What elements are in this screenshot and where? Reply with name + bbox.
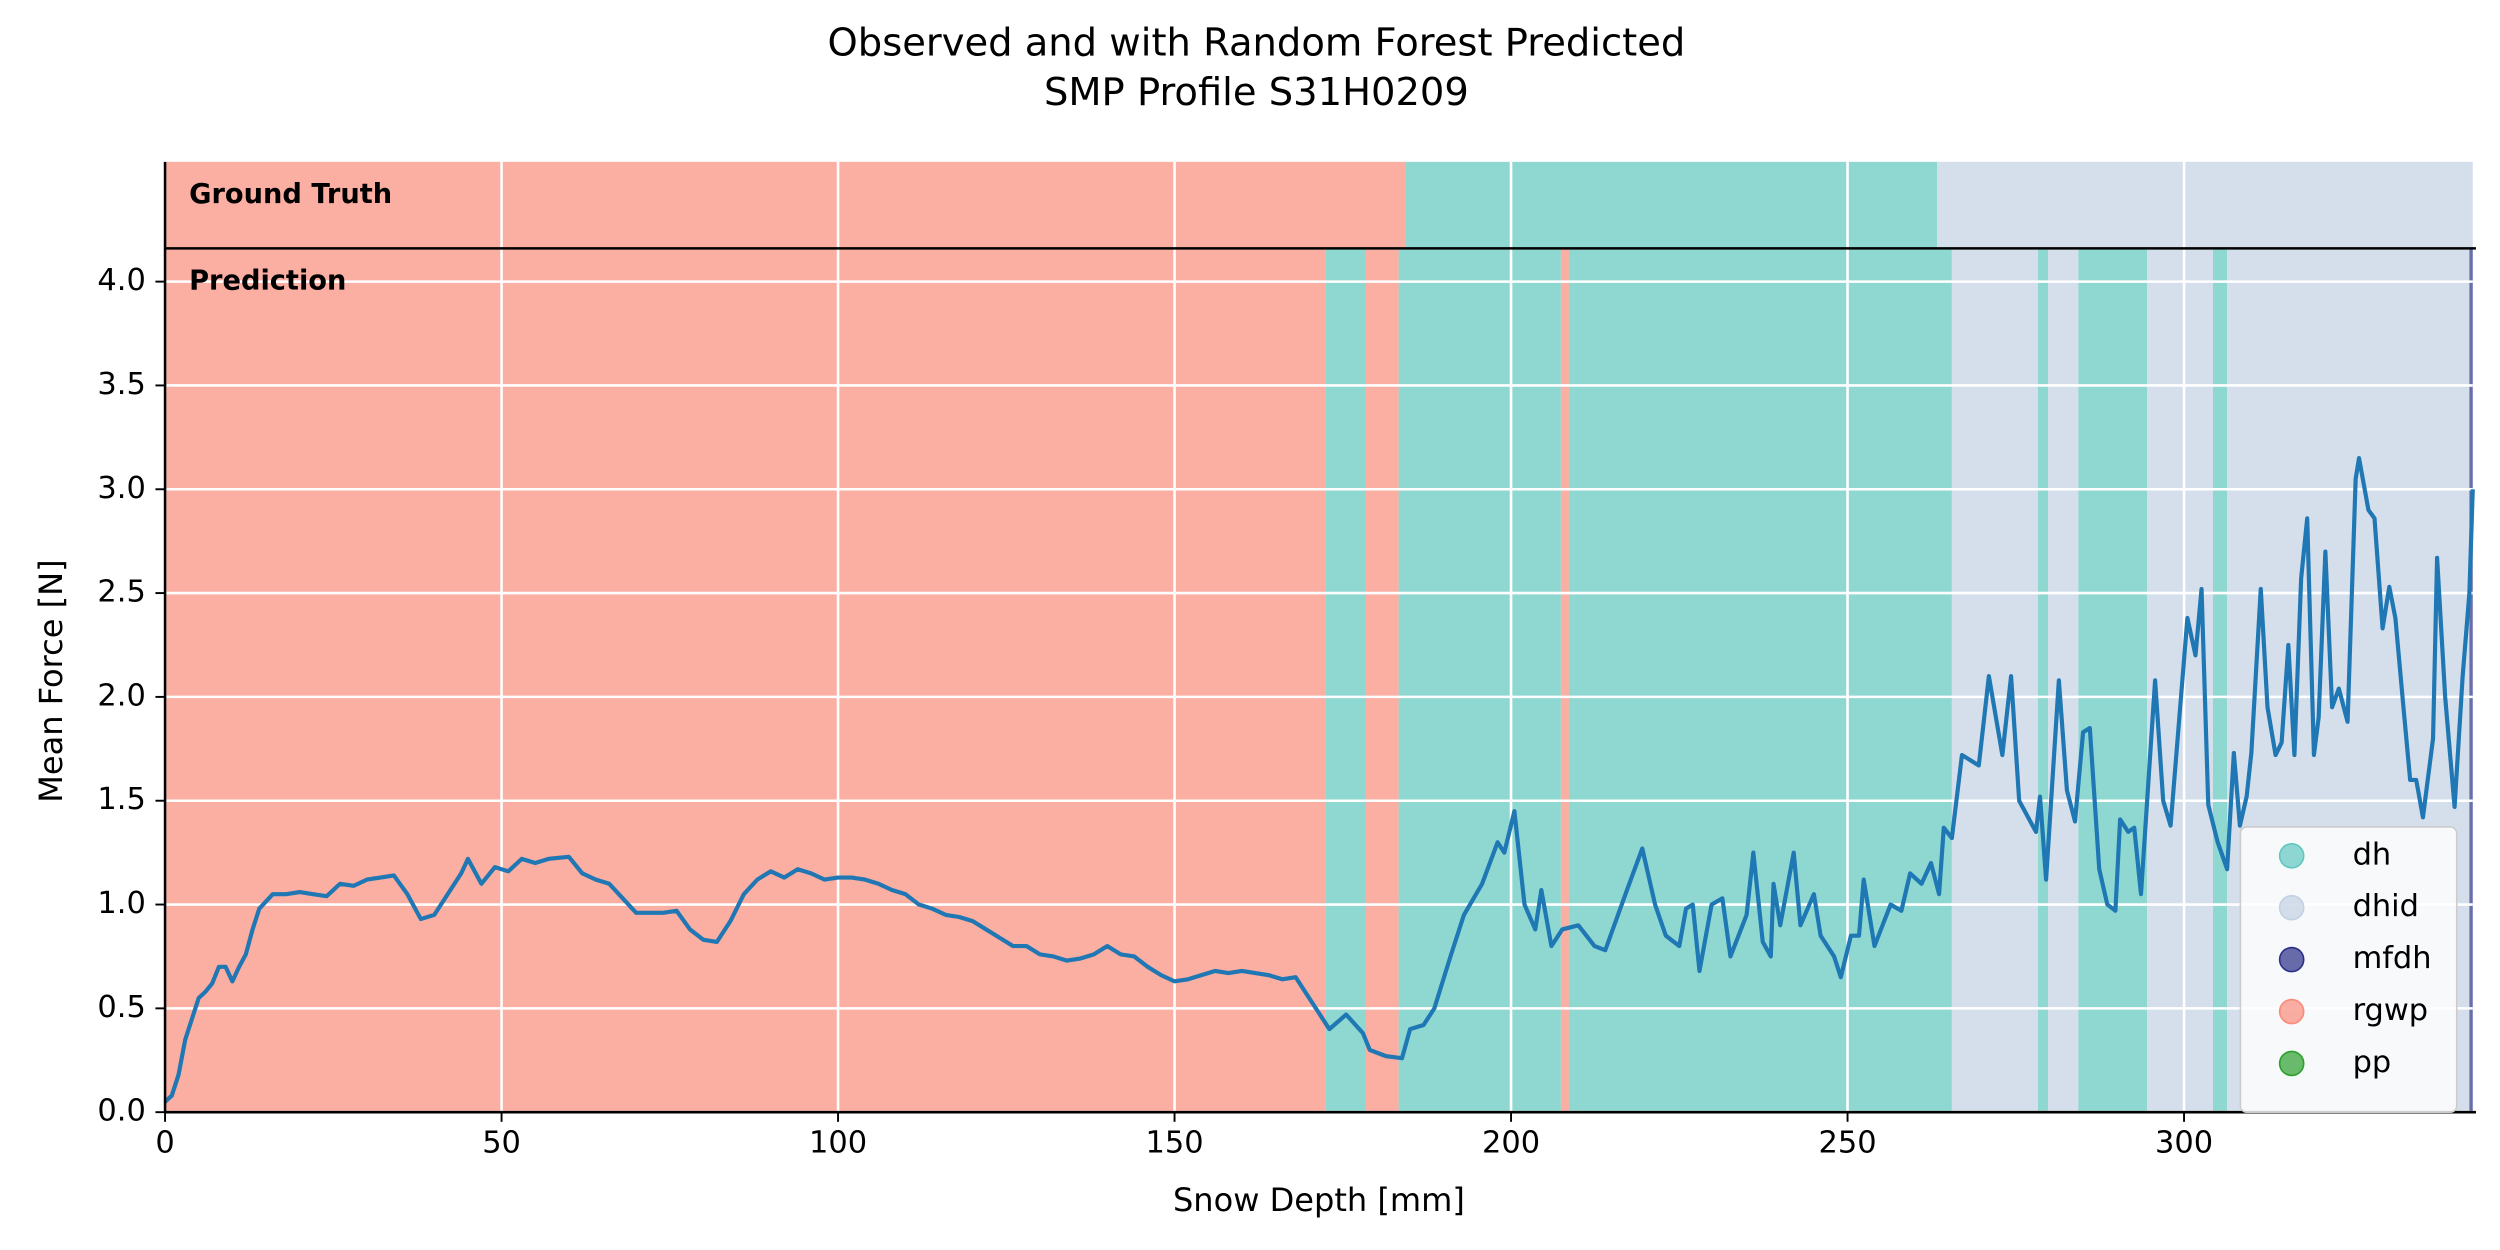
class-segment: [1365, 248, 1399, 1113]
y-tick-label: 3.5: [97, 367, 145, 402]
class-segment: [1568, 248, 1952, 1113]
legend-label: dhid: [2353, 889, 2419, 924]
y-tick-label: 0.0: [97, 1094, 145, 1129]
class-segment: [2048, 248, 2079, 1113]
class-segment: [1951, 248, 2039, 1113]
y-tick-label: 4.0: [97, 263, 145, 298]
y-tick-label: 1.0: [97, 886, 145, 921]
class-segment: [1937, 161, 2473, 249]
class-segment: [2147, 248, 2213, 1113]
legend-label: dh: [2353, 837, 2392, 872]
legend-marker: [2278, 946, 2305, 973]
y-tick-label: 3.0: [97, 471, 145, 506]
class-segment: [2078, 248, 2148, 1113]
y-tick-label: 2.5: [97, 575, 145, 610]
class-fills: [165, 161, 2473, 1113]
y-tick-label: 2.0: [97, 678, 145, 713]
chart-title: Observed and with Random Forest Predicte…: [828, 20, 1686, 65]
class-segment: [1405, 161, 1938, 249]
legend-label: pp: [2353, 1045, 2392, 1080]
y-axis-label: Mean Force [N]: [32, 559, 70, 802]
x-tick-label: 0: [155, 1126, 174, 1161]
legend-label: mfdh: [2353, 941, 2432, 976]
class-segment: [2212, 248, 2228, 1113]
x-tick-label: 100: [809, 1126, 867, 1161]
class-segment: [2038, 248, 2049, 1113]
x-tick-label: 200: [1482, 1126, 1540, 1161]
y-tick-label: 0.5: [97, 990, 145, 1025]
chart-subtitle: SMP Profile S31H0209: [1044, 70, 1469, 115]
class-segment: [1325, 248, 1366, 1113]
panel-label: Ground Truth: [189, 179, 392, 210]
panel-label: Prediction: [189, 266, 346, 297]
x-tick-label: 300: [2155, 1126, 2213, 1161]
legend-marker: [2278, 894, 2305, 921]
x-axis-label: Snow Depth [mm]: [1173, 1181, 1465, 1219]
class-segment: [165, 248, 1326, 1113]
x-tick-label: 150: [1145, 1126, 1203, 1161]
legend-marker: [2278, 842, 2305, 869]
y-tick-label: 1.5: [97, 782, 145, 817]
x-tick-label: 50: [482, 1126, 521, 1161]
data-line: [163, 456, 2475, 1104]
class-segment: [1398, 248, 1561, 1113]
class-segment: [1560, 248, 1569, 1113]
class-segment: [2469, 248, 2473, 1113]
x-tick-label: 250: [1818, 1126, 1876, 1161]
legend-marker: [2278, 998, 2305, 1025]
legend-label: rgwp: [2353, 993, 2429, 1028]
class-segment: [165, 161, 1406, 249]
plot: [163, 456, 2475, 1104]
legend-marker: [2278, 1050, 2305, 1077]
